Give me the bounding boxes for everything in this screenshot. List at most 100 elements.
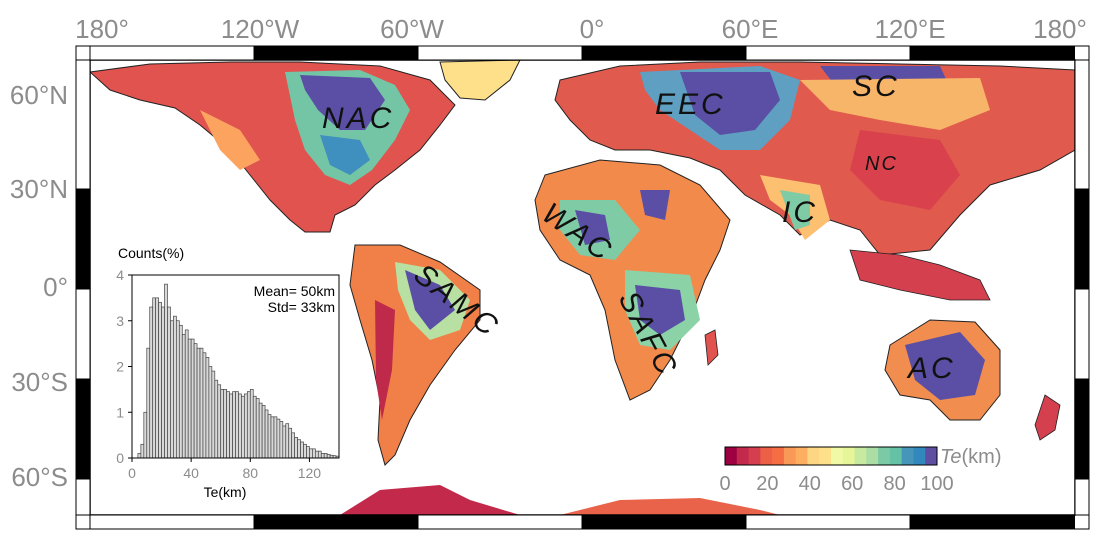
lon-label: 120°E (874, 14, 945, 44)
histogram-bar (196, 347, 201, 459)
histogram-bar (229, 393, 233, 459)
longitude-labels: 180° 120°W 60°W 0° 60°E 120°E 180° (75, 14, 1087, 44)
lon-label: 60°E (722, 14, 779, 44)
histogram-bar (223, 389, 227, 459)
colorbar-swatch (889, 447, 903, 465)
colorbar-swatch (854, 447, 867, 465)
colorbar-tick-label: 60 (841, 473, 863, 495)
colorbar-swatch (842, 447, 856, 465)
histogram-bar (217, 384, 222, 459)
histogram-bar (291, 432, 295, 459)
colorbar-swatch (783, 447, 797, 465)
histogram-ytick-label: 2 (116, 359, 124, 375)
antarctica (340, 485, 520, 515)
southeast-asia (849, 249, 991, 301)
histogram-bar (140, 443, 145, 459)
lon-label: 120°W (221, 14, 300, 44)
histogram-bar (199, 347, 204, 459)
histogram-bar (264, 409, 269, 459)
histogram-bar (276, 418, 281, 459)
histogram-inset: Counts(%) 0 40 80 120 0 1 2 3 4 Mean= 50km Std= … (100, 240, 345, 502)
lon-label: 180° (75, 14, 129, 44)
histogram-bar (167, 306, 171, 459)
colorbar-tick-label: 80 (883, 473, 905, 495)
histogram-bar (261, 405, 266, 459)
histogram-bar (158, 302, 162, 459)
histogram-xlabel: Te(km) (204, 484, 247, 500)
histogram-bar (173, 315, 177, 459)
histogram-bar (202, 352, 207, 459)
region-label-nac: NAC (322, 102, 394, 135)
colorbar-tick-label: 0 (719, 473, 730, 495)
colorbar-swatch (795, 447, 808, 465)
histogram-bar (317, 450, 322, 459)
histogram-bar (184, 329, 189, 459)
histogram-std: Std= 33km (268, 299, 335, 315)
histogram-bar (297, 439, 301, 459)
histogram-ytick-label: 3 (116, 313, 124, 329)
histogram-bar (146, 347, 151, 459)
histogram-bar (258, 402, 263, 459)
continents (90, 60, 1075, 515)
histogram-bar (306, 446, 310, 459)
lat-label: 30°S (11, 367, 68, 397)
colorbar-title-unit: (km) (962, 446, 1002, 468)
colorbar-swatch (866, 447, 879, 465)
histogram-bar (164, 283, 168, 459)
colorbar-title: Te(km) (940, 446, 1002, 468)
histogram-bar (303, 443, 307, 459)
histogram-bar (320, 453, 325, 459)
histogram-bar (208, 366, 213, 459)
histogram-xtick-label: 40 (183, 465, 199, 481)
histogram-ticks: 0 40 80 120 0 1 2 3 4 (116, 267, 321, 481)
lat-label: 60°N (10, 80, 68, 110)
histogram-bar (246, 391, 251, 459)
histogram-bar (211, 370, 216, 459)
colorbar-title-symbol: Te (940, 446, 962, 468)
histogram-mean: Mean= 50km (254, 283, 335, 299)
colorbar-swatch (878, 447, 891, 465)
histogram-bar (149, 306, 154, 459)
colorbar-swatch (772, 447, 785, 465)
histogram-bar (190, 338, 195, 459)
histogram-bar (270, 416, 275, 459)
histogram-bar (205, 357, 210, 459)
histogram-bar (241, 395, 245, 459)
colorbar-swatch (807, 447, 820, 465)
colorbar: Te(km) 0 20 40 60 80 100 (719, 446, 1001, 495)
histogram-bar (170, 320, 174, 459)
colorbar-ticks: 0 20 40 60 80 100 (719, 473, 953, 495)
histogram-bar (255, 398, 260, 459)
histogram-ytick-label: 1 (116, 404, 124, 420)
histogram-ylabel: Counts(%) (118, 245, 184, 261)
histogram-bar (244, 393, 248, 459)
histogram-bar (323, 453, 328, 459)
colorbar-tick-label: 20 (756, 473, 778, 495)
histogram-xtick-label: 0 (128, 465, 136, 481)
lat-label: 30°N (10, 174, 68, 204)
colorbar-swatches (725, 447, 938, 465)
histogram-bar (312, 448, 316, 459)
region-label-sc: SC (852, 70, 900, 103)
colorbar-frame (724, 446, 938, 466)
histogram-bar (176, 320, 180, 459)
histogram-bar (326, 453, 331, 459)
histogram-bar (226, 391, 230, 459)
lon-label: 60°W (380, 14, 444, 44)
region-label-ic: IC (782, 196, 818, 229)
colorbar-swatch (819, 447, 832, 465)
lat-label: 60°S (11, 462, 68, 492)
histogram-xtick-label: 80 (242, 465, 258, 481)
histogram-bar (155, 297, 159, 459)
histogram-bar (187, 338, 192, 459)
histogram-bar (143, 411, 148, 459)
histogram-xtick-label: 120 (298, 465, 322, 481)
colorbar-swatch (913, 447, 926, 465)
histogram-bar (220, 389, 225, 459)
colorbar-tick-label: 40 (799, 473, 821, 495)
lon-label: 180° (1033, 14, 1087, 44)
histogram-bar (235, 391, 239, 459)
region-label-ac: AC (906, 352, 956, 385)
colorbar-swatch (760, 447, 773, 465)
histogram-bar (279, 421, 284, 459)
